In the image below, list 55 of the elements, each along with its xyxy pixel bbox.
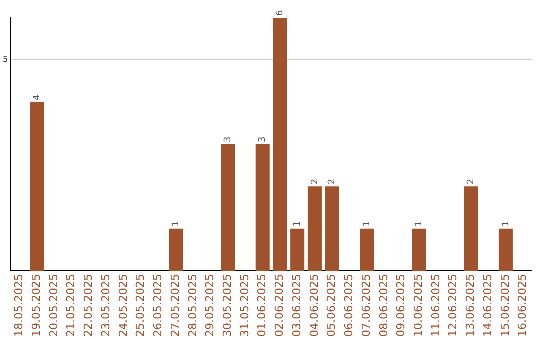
x-tick-label: 04.06.2025 — [308, 274, 321, 338]
x-tick-label: 01.06.2025 — [256, 274, 269, 338]
x-tick-label: 10.06.2025 — [412, 274, 425, 338]
data-label: 3 — [258, 136, 268, 143]
bar — [308, 186, 322, 272]
bar — [464, 186, 478, 272]
x-tick-label: 24.05.2025 — [116, 274, 130, 338]
x-tick-label: 26.05.2025 — [152, 274, 165, 338]
x-tick-label: 30.05.2025 — [220, 274, 234, 338]
x-tick-label: 31.05.2025 — [238, 274, 252, 338]
x-tick-label: 13.06.2025 — [464, 274, 478, 338]
data-label: 1 — [171, 221, 182, 227]
bar — [256, 144, 270, 272]
x-tick-label: 21.05.2025 — [64, 274, 78, 338]
x-tick-label: 16.06.2025 — [516, 274, 530, 338]
bar — [325, 186, 340, 272]
x-tick-label: 12.06.2025 — [446, 274, 460, 338]
bar — [273, 18, 288, 272]
bar — [169, 228, 184, 272]
x-tick-label: 11.06.2025 — [429, 274, 442, 338]
x-tick-label: 18.05.2025 — [12, 274, 26, 338]
data-label: 6 — [276, 10, 286, 16]
x-tick-label: 07.06.2025 — [360, 274, 373, 338]
y-tick-label: 5 — [2, 55, 8, 64]
x-tick-label: 03.06.2025 — [290, 274, 304, 338]
data-label: 3 — [223, 136, 234, 143]
bar — [290, 228, 305, 272]
data-label: 4 — [32, 94, 42, 100]
bar — [412, 228, 426, 272]
x-tick-label: 05.06.2025 — [325, 274, 338, 338]
x-tick-label: 29.05.2025 — [204, 274, 217, 338]
x-tick-label: 28.05.2025 — [186, 274, 200, 338]
data-label: 2 — [466, 178, 477, 185]
bar — [360, 228, 374, 272]
data-label: 1 — [362, 221, 372, 227]
x-tick-label: 25.05.2025 — [134, 274, 148, 338]
data-label: 1 — [414, 221, 424, 227]
x-tick-label: 09.06.2025 — [394, 274, 408, 338]
x-tick-label: 20.05.2025 — [47, 274, 60, 338]
bar — [30, 102, 44, 272]
data-label: 2 — [328, 178, 338, 185]
x-tick-label: 06.06.2025 — [342, 274, 356, 338]
x-tick-label: 22.05.2025 — [82, 274, 96, 338]
x-tick-label: 08.06.2025 — [377, 274, 390, 338]
x-tick-label: 27.05.2025 — [168, 274, 182, 338]
x-tick-label: 15.06.2025 — [498, 274, 512, 338]
data-label: 1 — [292, 221, 303, 227]
bar — [498, 228, 513, 272]
x-tick-label: 14.06.2025 — [481, 274, 494, 338]
data-label: 1 — [501, 221, 512, 227]
x-tick-label: 02.06.2025 — [273, 274, 286, 338]
x-tick-label: 23.05.2025 — [99, 274, 112, 338]
data-label: 2 — [310, 178, 320, 185]
x-tick-label: 19.05.2025 — [30, 274, 43, 338]
bar — [221, 144, 236, 272]
